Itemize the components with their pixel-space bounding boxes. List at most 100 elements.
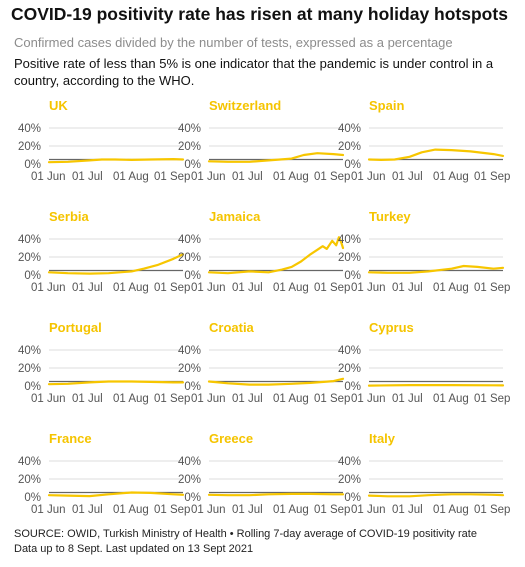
x-tick-label: 01 Jul bbox=[232, 282, 263, 294]
page-subtitle: Confirmed cases divided by the number of… bbox=[14, 35, 453, 50]
chart-title: Spain bbox=[369, 98, 404, 113]
series-line bbox=[47, 491, 185, 498]
x-tick-label: 01 Aug bbox=[433, 504, 469, 516]
x-tick-label: 01 Jun bbox=[191, 171, 226, 183]
x-tick-label: 01 Sep bbox=[154, 504, 190, 516]
x-tick-label: 01 Sep bbox=[474, 504, 510, 516]
series-line bbox=[47, 158, 185, 164]
x-tick-label: 01 Aug bbox=[113, 282, 149, 294]
series-line bbox=[47, 380, 185, 386]
y-tick-label: 0% bbox=[184, 159, 201, 171]
x-tick-label: 01 Jun bbox=[191, 282, 226, 294]
x-tick-label: 01 Aug bbox=[273, 393, 309, 405]
y-tick-label: 20% bbox=[178, 474, 201, 486]
chart-panel: Spain 0% 20% 40% 01 Jun 01 Jul 01 Aug 01 Sep bbox=[338, 98, 510, 183]
source-text: SOURCE: OWID, Turkish Ministry of Health… bbox=[14, 528, 477, 540]
chart-panel: Croatia 0% 20% 40% 01 Jun 01 Jul 01 Aug 01 Sep bbox=[178, 320, 350, 405]
x-tick-label: 01 Jul bbox=[232, 171, 263, 183]
series-line bbox=[367, 384, 505, 387]
x-tick-label: 01 Aug bbox=[113, 504, 149, 516]
chart-title: Serbia bbox=[49, 209, 90, 224]
y-tick-label: 40% bbox=[338, 345, 361, 357]
chart-title: Portugal bbox=[49, 320, 102, 335]
chart-title: Turkey bbox=[369, 209, 411, 224]
y-tick-label: 20% bbox=[338, 141, 361, 153]
y-tick-label: 20% bbox=[178, 252, 201, 264]
y-tick-label: 0% bbox=[344, 159, 361, 171]
x-tick-label: 01 Jul bbox=[392, 504, 423, 516]
y-tick-label: 0% bbox=[344, 381, 361, 393]
y-tick-label: 0% bbox=[344, 492, 361, 504]
x-tick-label: 01 Sep bbox=[154, 393, 190, 405]
x-tick-label: 01 Jun bbox=[351, 282, 386, 294]
x-tick-label: 01 Jul bbox=[72, 504, 103, 516]
chart-panel: Serbia 0% 20% 40% 01 Jun 01 Jul 01 Aug 01 Sep bbox=[18, 209, 190, 294]
series-line bbox=[367, 493, 505, 498]
y-tick-label: 0% bbox=[24, 492, 41, 504]
series-line bbox=[367, 148, 505, 161]
x-tick-label: 01 Sep bbox=[474, 282, 510, 294]
series-line bbox=[207, 377, 345, 386]
x-tick-label: 01 Jul bbox=[72, 393, 103, 405]
x-tick-label: 01 Sep bbox=[474, 393, 510, 405]
chart-title: UK bbox=[49, 98, 68, 113]
page-title: COVID-19 positivity rate has risen at ma… bbox=[11, 4, 508, 24]
x-tick-label: 01 Aug bbox=[273, 504, 309, 516]
x-tick-label: 01 Aug bbox=[273, 171, 309, 183]
y-tick-label: 40% bbox=[338, 234, 361, 246]
chart-description: Positive rate of less than 5% is one ind… bbox=[14, 56, 494, 88]
chart-panel: Italy 0% 20% 40% 01 Jun 01 Jul 01 Aug 01 Sep bbox=[338, 431, 510, 516]
chart-title: Jamaica bbox=[209, 209, 261, 224]
x-tick-label: 01 Jun bbox=[31, 282, 66, 294]
x-tick-label: 01 Sep bbox=[154, 171, 190, 183]
x-tick-label: 01 Sep bbox=[314, 282, 350, 294]
x-tick-label: 01 Aug bbox=[433, 282, 469, 294]
x-tick-label: 01 Sep bbox=[314, 504, 350, 516]
y-tick-label: 40% bbox=[18, 123, 41, 135]
source-note: SOURCE: OWID, Turkish Ministry of Health… bbox=[14, 527, 477, 557]
y-tick-label: 0% bbox=[24, 270, 41, 282]
y-tick-label: 40% bbox=[18, 345, 41, 357]
chart-panel: UK 0% 20% 40% 01 Jun 01 Jul 01 Aug 01 Sep bbox=[18, 98, 190, 183]
chart-title: Italy bbox=[369, 431, 396, 446]
chart-panel: France 0% 20% 40% 01 Jun 01 Jul 01 Aug 01 Sep bbox=[18, 431, 190, 516]
y-tick-label: 0% bbox=[184, 492, 201, 504]
series-line bbox=[207, 152, 345, 163]
x-tick-label: 01 Jun bbox=[351, 171, 386, 183]
x-tick-label: 01 Jul bbox=[72, 282, 103, 294]
y-tick-label: 20% bbox=[18, 474, 41, 486]
x-tick-label: 01 Sep bbox=[474, 171, 510, 183]
y-tick-label: 20% bbox=[338, 363, 361, 375]
y-tick-label: 20% bbox=[18, 363, 41, 375]
y-tick-label: 40% bbox=[338, 456, 361, 468]
x-tick-label: 01 Sep bbox=[154, 282, 190, 294]
y-tick-label: 20% bbox=[338, 474, 361, 486]
chart-panel: Jamaica 0% 20% 40% 01 Jun 01 Jul 01 Aug 01 Sep bbox=[178, 209, 350, 294]
y-tick-label: 0% bbox=[344, 270, 361, 282]
x-tick-label: 01 Jun bbox=[31, 504, 66, 516]
y-tick-label: 20% bbox=[338, 252, 361, 264]
x-tick-label: 01 Sep bbox=[314, 171, 350, 183]
x-tick-label: 01 Jun bbox=[351, 393, 386, 405]
chart-panel: Greece 0% 20% 40% 01 Jun 01 Jul 01 Aug 01 Sep bbox=[178, 431, 350, 516]
x-tick-label: 01 Jun bbox=[191, 504, 226, 516]
x-tick-label: 01 Jun bbox=[31, 393, 66, 405]
chart-panel: Turkey 0% 20% 40% 01 Jun 01 Jul 01 Aug 01 Sep bbox=[338, 209, 510, 294]
y-tick-label: 0% bbox=[184, 381, 201, 393]
y-tick-label: 20% bbox=[18, 141, 41, 153]
y-tick-label: 20% bbox=[178, 363, 201, 375]
x-tick-label: 01 Jul bbox=[232, 504, 263, 516]
chart-title: France bbox=[49, 431, 92, 446]
x-tick-label: 01 Jul bbox=[232, 393, 263, 405]
x-tick-label: 01 Jun bbox=[191, 393, 226, 405]
chart-panel: Cyprus 0% 20% 40% 01 Jun 01 Jul 01 Aug 01 Sep bbox=[338, 320, 510, 405]
chart-title: Cyprus bbox=[369, 320, 414, 335]
y-tick-label: 40% bbox=[178, 234, 201, 246]
x-tick-label: 01 Aug bbox=[113, 393, 149, 405]
y-tick-label: 40% bbox=[178, 456, 201, 468]
y-tick-label: 40% bbox=[18, 234, 41, 246]
y-tick-label: 20% bbox=[18, 252, 41, 264]
y-tick-label: 40% bbox=[178, 123, 201, 135]
x-tick-label: 01 Sep bbox=[314, 393, 350, 405]
updated-text: Data up to 8 Sept. Last updated on 13 Se… bbox=[14, 543, 254, 555]
